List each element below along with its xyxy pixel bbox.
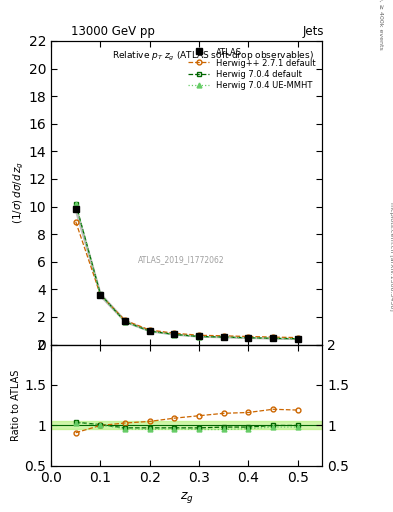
Text: Jets: Jets [303, 26, 324, 38]
Text: Relative $p_T$ $z_g$ (ATLAS soft-drop observables): Relative $p_T$ $z_g$ (ATLAS soft-drop ob… [112, 50, 314, 63]
Y-axis label: Ratio to ATLAS: Ratio to ATLAS [11, 370, 22, 441]
Text: 13000 GeV pp: 13000 GeV pp [71, 26, 154, 38]
Text: mcplots.cern.ch [arXiv:1306.3436]: mcplots.cern.ch [arXiv:1306.3436] [389, 202, 393, 310]
Legend: ATLAS, Herwig++ 2.7.1 default, Herwig 7.0.4 default, Herwig 7.0.4 UE-MMHT: ATLAS, Herwig++ 2.7.1 default, Herwig 7.… [186, 45, 318, 92]
X-axis label: $z_g$: $z_g$ [180, 490, 194, 505]
Text: ATLAS_2019_I1772062: ATLAS_2019_I1772062 [138, 255, 224, 264]
Y-axis label: $(1/\sigma)\,d\sigma/d\,z_g$: $(1/\sigma)\,d\sigma/d\,z_g$ [11, 161, 26, 224]
Text: Rivet 3.1.10, ≥ 400k events: Rivet 3.1.10, ≥ 400k events [379, 0, 384, 50]
